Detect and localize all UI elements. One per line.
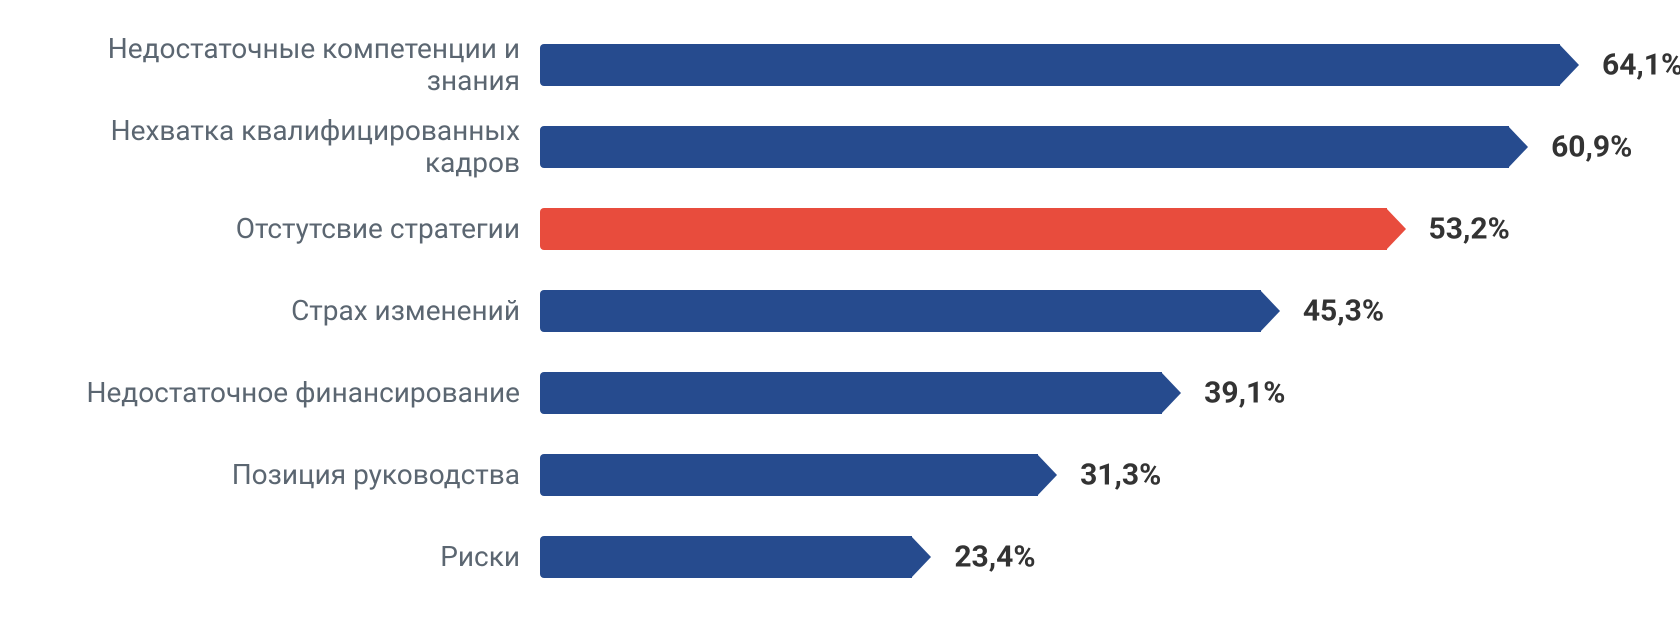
bar-track: 64,1% <box>540 44 541 86</box>
bar-value: 53,2% <box>1429 212 1510 247</box>
bar <box>540 290 1261 332</box>
bar-label: Позиция руководства <box>40 459 540 491</box>
bar-track: 53,2% <box>540 208 541 250</box>
bar-arrow-icon <box>1037 454 1058 496</box>
bar-arrow-icon <box>1260 290 1281 332</box>
bar-track: 23,4% <box>540 536 541 578</box>
bar-track: 31,3% <box>540 454 541 496</box>
bar-label: Отстутсвие стратегии <box>40 213 540 245</box>
bar-track: 60,9% <box>540 126 541 168</box>
bar-value: 45,3% <box>1303 294 1384 329</box>
bar <box>540 126 1509 168</box>
horizontal-bar-chart: Недостаточные компетенции и знания 64,1%… <box>0 0 1680 627</box>
bar-arrow-icon <box>1386 208 1407 250</box>
bar-value: 64,1% <box>1602 48 1680 83</box>
bar-track: 45,3% <box>540 290 541 332</box>
bar-row: Нехватка квалифицированных кадров 60,9% <box>40 106 1620 188</box>
bar-row: Недостаточные компетенции и знания 64,1% <box>40 24 1620 106</box>
bar-label: Недостаточное финансирование <box>40 377 540 409</box>
bar-arrow-icon <box>1559 44 1580 86</box>
bar-value: 23,4% <box>954 540 1035 575</box>
bar-label: Страх изменений <box>40 295 540 327</box>
bar-row: Позиция руководства 31,3% <box>40 434 1620 516</box>
bar-label: Нехватка квалифицированных кадров <box>40 115 540 179</box>
bar-label: Недостаточные компетенции и знания <box>40 33 540 97</box>
bar-row: Отстутсвие стратегии 53,2% <box>40 188 1620 270</box>
bar <box>540 454 1038 496</box>
bar <box>540 536 912 578</box>
bar-row: Риски 23,4% <box>40 516 1620 598</box>
bar-row: Страх изменений 45,3% <box>40 270 1620 352</box>
bar <box>540 44 1560 86</box>
bar-track: 39,1% <box>540 372 541 414</box>
bar <box>540 372 1162 414</box>
bar-label: Риски <box>40 541 540 573</box>
bar-arrow-icon <box>1161 372 1182 414</box>
bar-arrow-icon <box>911 536 932 578</box>
bar-value: 31,3% <box>1080 458 1161 493</box>
bar <box>540 208 1387 250</box>
bar-value: 60,9% <box>1551 130 1632 165</box>
bar-row: Недостаточное финансирование 39,1% <box>40 352 1620 434</box>
bar-value: 39,1% <box>1204 376 1285 411</box>
bar-arrow-icon <box>1508 126 1529 168</box>
